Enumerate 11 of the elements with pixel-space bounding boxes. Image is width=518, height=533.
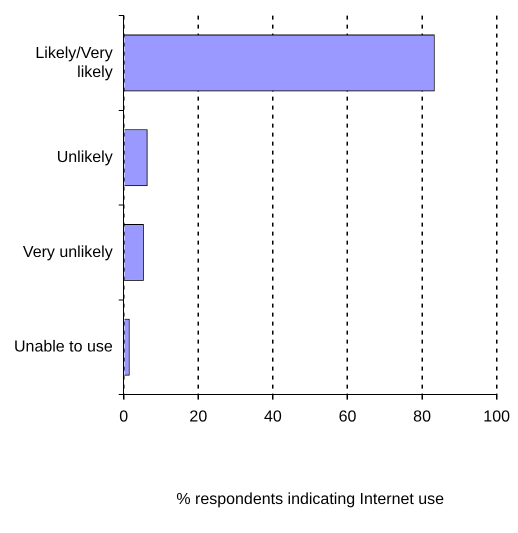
x-tick-label: 60 (338, 408, 356, 426)
x-axis-title: % respondents indicating Internet use (176, 490, 444, 508)
x-tick-label: 40 (264, 408, 282, 426)
y-tick-label: Very unlikely (22, 244, 113, 261)
x-tick-label: 20 (189, 408, 208, 426)
x-tick-label: 80 (413, 408, 432, 426)
x-tick-label: 100 (483, 408, 510, 426)
y-tick-label: Unlikely (56, 149, 113, 166)
y-tick-label: Likely/Very likely (35, 44, 113, 81)
y-tick-label: Unable to use (14, 338, 113, 356)
x-tick-label: 0 (119, 408, 128, 426)
